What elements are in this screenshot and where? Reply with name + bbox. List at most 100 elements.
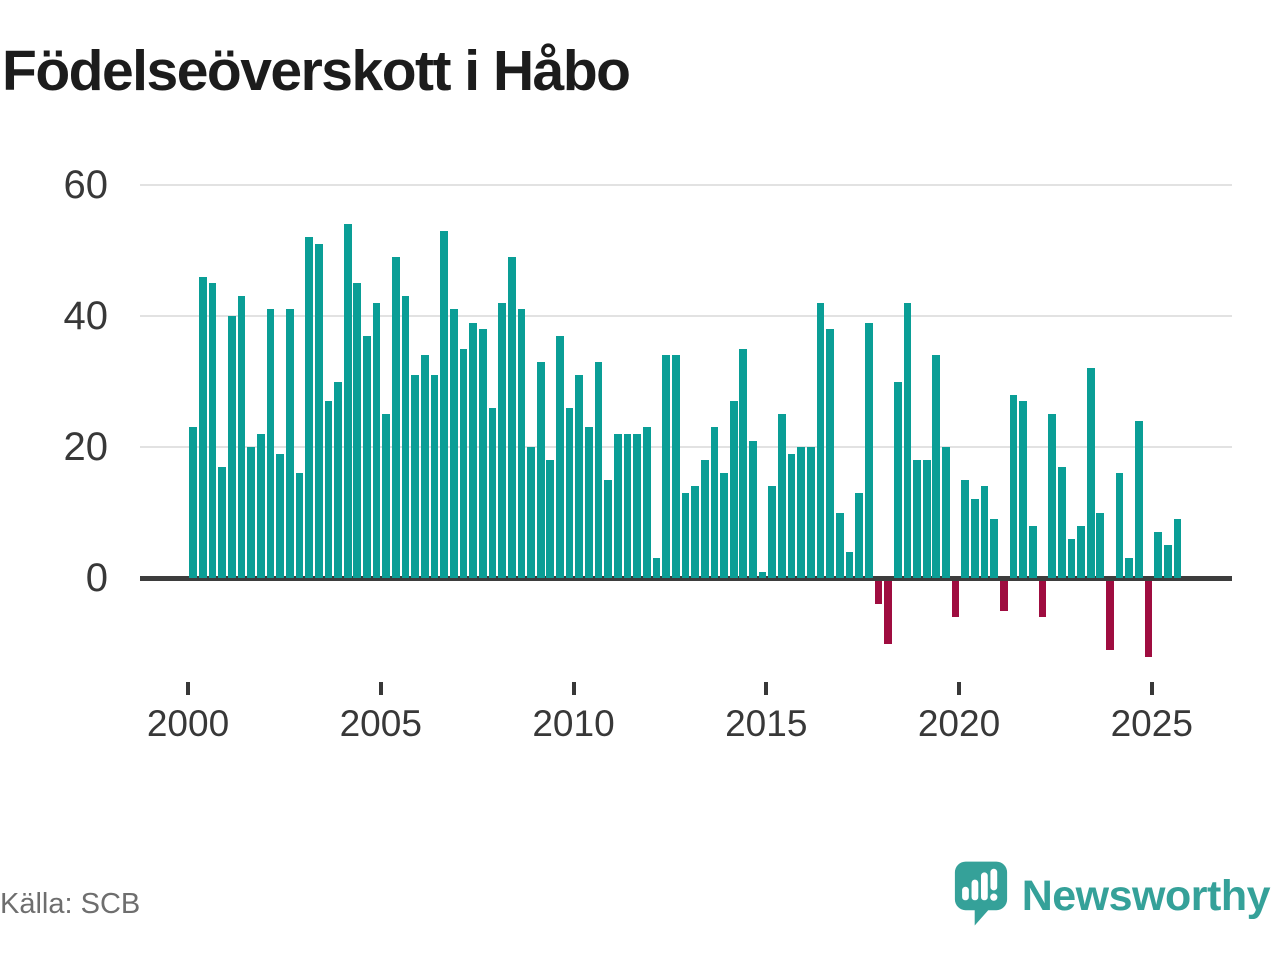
bar [922,460,931,578]
bar [864,322,873,578]
bar [961,479,970,579]
y-axis-tick-label: 60 [63,163,109,207]
bar [691,486,699,578]
bar [536,361,545,579]
bar [382,414,391,579]
bar [266,309,275,578]
bar [276,453,284,579]
bar [507,257,516,578]
bar [334,381,342,578]
bar [903,302,912,578]
bar [199,276,207,578]
gridline [140,184,1232,186]
bar [556,335,564,578]
bar [449,309,458,578]
bar [835,512,844,578]
x-axis-tick [378,682,383,695]
bar [710,427,719,579]
bar [729,401,738,578]
bar [363,335,371,578]
bar [942,447,950,578]
y-axis-tick-label: 20 [63,425,109,469]
bar [372,302,381,578]
bar [527,447,535,578]
bar [990,519,999,578]
bar [652,558,661,578]
bar [758,571,767,578]
x-axis-tick [186,682,190,695]
bar [1086,368,1095,578]
bar [971,499,979,578]
bar [1144,581,1153,657]
speech-bubble-chart-icon [954,860,1008,933]
bar [585,427,593,579]
bar [662,355,670,578]
bar [1125,558,1134,578]
x-axis-tick [571,682,576,695]
bar [218,466,227,578]
bar [305,237,313,578]
bar [208,283,217,579]
bar [594,361,603,579]
x-axis-tick [764,682,769,695]
bar [1019,401,1027,578]
bar [739,348,748,579]
bar [314,243,323,578]
bar [749,440,757,578]
bar [932,355,941,578]
bar [1067,538,1076,578]
bar [980,486,989,578]
bar [247,447,256,578]
bar [295,473,304,578]
gridline [140,446,1232,448]
x-axis-tick-label: 2015 [725,703,808,744]
bar [228,316,236,578]
bar [421,355,429,578]
bar [720,473,728,578]
bar [913,460,921,578]
x-axis-tick-label: 2020 [917,703,1001,744]
newsworthy-logo[interactable]: Newsworthy [954,860,1271,933]
bar [951,581,960,618]
bar [778,414,786,579]
x-axis-tick-label: 2010 [532,703,615,744]
bar [189,427,198,579]
bar [604,479,613,579]
bar [642,427,651,579]
bar [469,322,477,578]
bar [855,492,863,578]
bar [478,329,487,578]
bar [1115,473,1124,578]
bar [411,375,420,578]
bar [401,296,410,578]
bar [681,492,690,578]
bar [1154,532,1163,578]
bar [893,381,902,578]
bar [633,433,642,578]
bar [324,401,333,578]
bar [488,407,497,578]
bar [565,407,574,578]
bar [884,581,892,644]
bar [826,329,835,578]
bar [430,375,439,578]
bar [614,433,622,578]
bar [1057,466,1066,578]
bar [1106,581,1114,650]
bar [575,375,584,578]
bar [546,460,555,578]
bar [700,460,709,578]
bar [498,302,506,578]
bar [1164,545,1172,579]
x-axis-tick-label: 2025 [1110,703,1193,744]
y-axis-tick-label: 0 [85,556,108,600]
bar [999,581,1008,611]
bar [1048,414,1056,579]
bar [807,447,815,578]
bar [623,433,632,578]
bar [517,309,526,578]
x-axis-tick [1149,682,1154,695]
bar [440,230,449,578]
x-axis-line [140,576,1232,581]
